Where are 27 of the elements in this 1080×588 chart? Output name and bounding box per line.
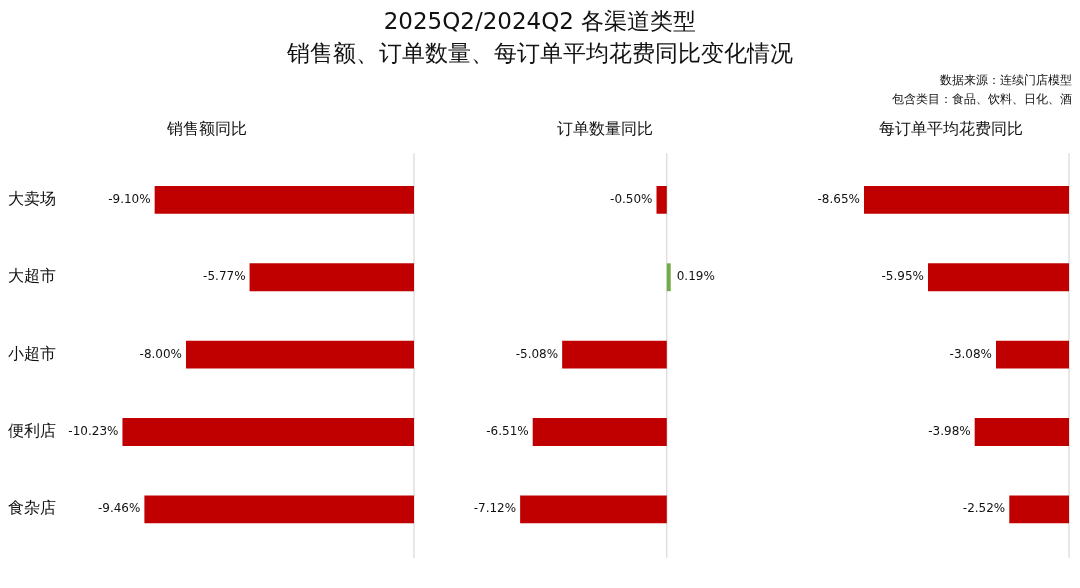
y-tick-label: 大超市 <box>8 266 56 286</box>
data-label: -8.65% <box>817 192 860 207</box>
data-label: -8.00% <box>139 346 182 361</box>
text: 销售额、订单数量、每订单平均花费同比变化情况 <box>286 39 794 68</box>
data-label: -3.98% <box>928 424 971 439</box>
data-label: 0.19% <box>676 269 715 284</box>
data-label: -10.23% <box>68 424 119 439</box>
data-label: -3.08% <box>949 346 992 361</box>
chart-title: 订单数量同比 <box>557 118 653 138</box>
data-label: -9.10% <box>108 192 151 207</box>
data-label: -9.46% <box>97 501 141 516</box>
data-label: -6.51% <box>486 424 529 439</box>
y-tick-label: 小超市 <box>8 343 56 363</box>
chart-title: 销售额同比 <box>166 118 247 138</box>
text: 包含类目：食品、饮料、日化、酒 <box>892 91 1072 108</box>
source-note: 数据来源：连续门店模型 <box>940 72 1072 89</box>
y-tick-label: 食杂店 <box>8 498 56 518</box>
text: 2025Q2/2024Q2 各渠道类型 <box>382 7 698 36</box>
chart-title: 每订单平均花费同比 <box>878 118 1023 138</box>
y-tick-label: 大卖场 <box>8 189 56 209</box>
data-label: -5.77% <box>203 269 246 284</box>
data-label: -2.52% <box>962 501 1006 516</box>
data-label: -5.08% <box>515 346 559 361</box>
y-tick-label: 便利店 <box>8 421 56 441</box>
data-label: -7.12% <box>473 501 517 516</box>
data-label: -0.50% <box>610 192 653 207</box>
data-label: -5.95% <box>881 269 924 284</box>
